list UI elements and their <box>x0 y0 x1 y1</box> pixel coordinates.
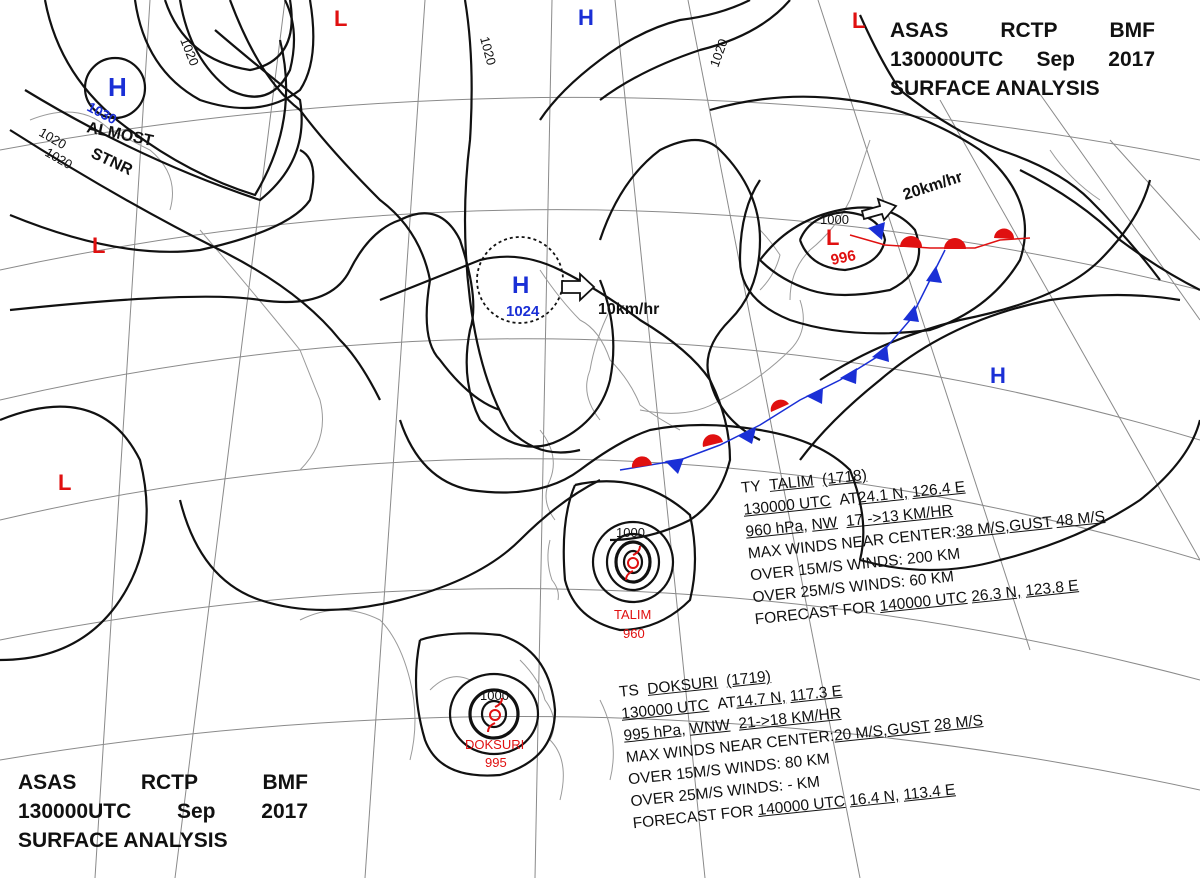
typhoon-name: DOKSURI <box>465 737 524 752</box>
storm-class: TY <box>740 477 762 497</box>
isobar-label: 1020 <box>707 37 731 69</box>
gust: 28 M/S <box>933 712 984 735</box>
header-title: SURFACE ANALYSIS <box>18 829 228 852</box>
storm-number: (1718) <box>821 466 868 489</box>
low-value: 996 <box>829 247 857 269</box>
high-symbol: H <box>578 5 594 30</box>
chart-header-top: ASAS RCTP BMF 130000UTC Sep 2017 SURFACE… <box>890 16 1155 103</box>
high-value: 1024 <box>506 303 540 320</box>
low-symbol: L <box>58 470 71 495</box>
isobar-label: 1020 <box>177 36 202 68</box>
storm-lat: 24.1 N, <box>857 484 909 507</box>
forecast-lat: 26.3 N, <box>970 583 1022 606</box>
cold-front-symbols <box>665 222 942 474</box>
isobar-label: 1000 <box>480 688 509 703</box>
header-time: 130000UTC <box>890 48 1004 71</box>
header-office: BMF <box>262 771 309 794</box>
header-title: SURFACE ANALYSIS <box>890 77 1100 100</box>
arrow-icon <box>860 197 898 222</box>
storm-direction: WNW <box>688 716 731 738</box>
header-station: RCTP <box>140 771 199 794</box>
typhoon-symbols <box>487 545 641 733</box>
motion-arrows <box>561 197 898 303</box>
high-symbol: H <box>108 72 127 102</box>
storm-class: TS <box>618 681 640 701</box>
isobar-label: 1000 <box>820 212 849 227</box>
storm-number: (1719) <box>725 668 772 690</box>
low-symbol: L <box>334 6 347 31</box>
header-time: 130000UTC <box>18 800 132 823</box>
storm-at: AT <box>716 693 737 713</box>
typhoon-pressure: 960 <box>623 626 645 641</box>
header-month: Sep <box>177 800 216 823</box>
storm-lon: 117.3 E <box>789 682 843 706</box>
isobar-label: 1000 <box>616 525 645 540</box>
gust: 48 M/S <box>1055 508 1106 531</box>
header-office: BMF <box>1109 19 1156 42</box>
arrow-icon <box>561 271 596 303</box>
low-symbol: L <box>826 225 839 250</box>
typhoon-icon-talim <box>625 545 641 581</box>
header-year: 2017 <box>1108 48 1155 71</box>
chart-header-bottom: ASAS RCTP BMF 130000UTC Sep 2017 SURFACE… <box>18 768 308 855</box>
header-year: 2017 <box>261 800 308 823</box>
warm-front-symbols <box>631 228 1015 468</box>
header-agency: ASAS <box>18 771 77 794</box>
header-station: RCTP <box>1000 19 1058 42</box>
header-month: Sep <box>1036 48 1076 71</box>
typhoon-labels: TALIM 960 DOKSURI 995 <box>465 607 651 770</box>
forecast-lon: 113.4 E <box>902 781 957 804</box>
low-symbol: L <box>92 233 105 258</box>
storm-at: AT <box>838 489 859 509</box>
high-symbol: H <box>512 272 529 299</box>
typhoon-pressure: 995 <box>485 755 507 770</box>
storm-lon: 126.4 E <box>911 478 966 502</box>
isobar-label: 1020 <box>477 35 499 67</box>
header-agency: ASAS <box>890 19 949 42</box>
forecast-lon: 123.8 E <box>1024 577 1080 600</box>
typhoon-name: TALIM <box>614 607 651 622</box>
typhoon-icon-doksuri <box>487 697 503 733</box>
isobars <box>0 0 1200 777</box>
front-line <box>619 234 1031 471</box>
forecast-lat: 16.4 N, <box>848 787 900 810</box>
storm-direction: NW <box>810 514 839 534</box>
motion-label: 20km/hr <box>901 169 965 204</box>
storm-name: TALIM <box>768 472 815 494</box>
storm-lat: 14.7 N, <box>735 688 787 711</box>
motion-label: 10km/hr <box>598 301 659 318</box>
high-symbol: H <box>990 363 1006 388</box>
high-note: STNR <box>88 145 135 179</box>
low-symbol: L <box>852 8 865 33</box>
